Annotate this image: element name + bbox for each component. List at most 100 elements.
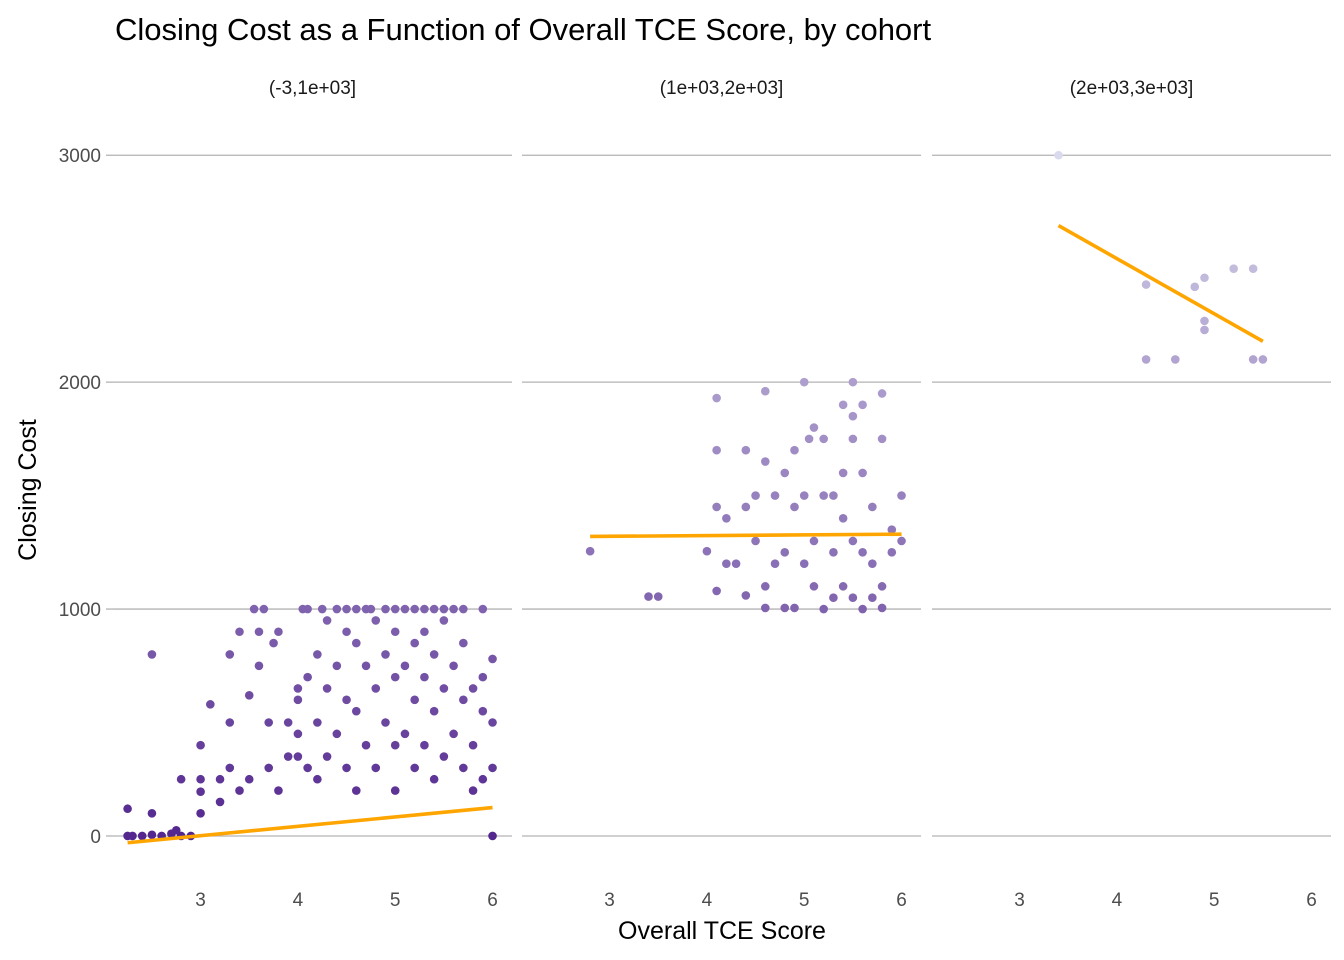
x-axis-title: Overall TCE Score [618, 917, 826, 945]
chart-title: Closing Cost as a Function of Overall TC… [115, 12, 931, 47]
data-point [332, 729, 342, 739]
data-point [429, 650, 439, 659]
data-point [731, 559, 741, 568]
data-point [848, 593, 858, 603]
data-point [274, 627, 283, 637]
data-point [741, 591, 751, 600]
data-point [770, 559, 780, 568]
facet-panels: (-3,1e+03]3 4 5 6(1e+03,2e+03]3 4 5 6(2e+03,3e… [59, 78, 1331, 911]
data-point [1170, 355, 1180, 364]
data-point [410, 695, 419, 705]
data-point [877, 603, 887, 613]
data-point [488, 763, 497, 773]
data-point [887, 525, 897, 534]
data-point [741, 445, 751, 455]
data-point [420, 604, 429, 614]
data-point [342, 763, 351, 773]
data-point [478, 672, 488, 682]
data-point [303, 763, 312, 773]
data-point [366, 604, 376, 614]
data-point [171, 825, 181, 835]
panel-strip-label: (2e+03,3e+03] [1070, 78, 1194, 99]
data-point [809, 582, 819, 591]
data-point [196, 740, 205, 750]
data-point [439, 684, 449, 693]
y-axis-title: Closing Cost [14, 419, 42, 561]
data-point [147, 830, 157, 840]
data-point [809, 423, 819, 432]
data-point [400, 729, 410, 739]
data-point [244, 774, 254, 784]
data-point [429, 706, 439, 716]
data-point [868, 502, 877, 512]
data-point [176, 774, 186, 784]
data-point [848, 411, 858, 421]
data-point [712, 393, 721, 403]
data-point [254, 627, 264, 637]
data-point [293, 695, 303, 705]
data-point [751, 536, 760, 546]
data-point [249, 604, 259, 614]
data-point [361, 740, 371, 750]
x-tick-label: 5 [1209, 890, 1220, 911]
data-point [712, 502, 721, 512]
x-tick-label: 6 [1306, 890, 1317, 911]
data-point [838, 468, 848, 478]
data-point [790, 445, 799, 455]
data-point [225, 718, 235, 727]
data-point [381, 604, 390, 614]
data-point [361, 661, 371, 671]
data-point [390, 786, 400, 795]
data-point [780, 468, 790, 478]
data-point [206, 700, 215, 709]
data-point [235, 627, 244, 637]
data-point [196, 787, 205, 797]
trend-line [1057, 224, 1264, 343]
data-point [342, 604, 351, 614]
data-point [829, 491, 838, 500]
data-point [799, 377, 809, 387]
data-point [809, 536, 819, 546]
data-point [351, 786, 361, 795]
data-point [819, 491, 828, 500]
data-point [303, 672, 312, 682]
y-tick-label: 2000 [59, 373, 101, 394]
data-point [819, 434, 828, 444]
data-point [829, 593, 838, 603]
data-point [858, 604, 867, 614]
x-tick-label: 3 [604, 890, 615, 911]
data-point [322, 616, 332, 625]
data-point [770, 491, 780, 500]
data-point [1190, 282, 1200, 292]
data-point [449, 604, 458, 614]
data-point [488, 718, 497, 727]
data-point [760, 603, 770, 613]
data-point [264, 763, 274, 773]
data-point [293, 729, 303, 739]
data-point [371, 616, 381, 625]
data-point [429, 604, 439, 614]
data-point [420, 672, 429, 682]
data-point [459, 763, 468, 773]
data-point [478, 774, 488, 784]
data-point [381, 650, 390, 659]
data-point [838, 400, 848, 410]
data-point [235, 786, 244, 795]
data-point [123, 804, 132, 814]
data-point [254, 661, 264, 671]
data-point [147, 650, 157, 659]
data-point [760, 457, 770, 466]
x-tick-label: 6 [487, 890, 498, 911]
data-point [332, 661, 342, 671]
data-point [351, 706, 361, 716]
data-point [313, 650, 322, 659]
data-point [244, 690, 254, 700]
data-point [751, 491, 760, 500]
data-point [1248, 264, 1258, 273]
data-point [381, 718, 390, 727]
data-point [351, 604, 361, 614]
data-point [332, 604, 342, 614]
data-point [653, 592, 663, 601]
data-point [390, 604, 400, 614]
